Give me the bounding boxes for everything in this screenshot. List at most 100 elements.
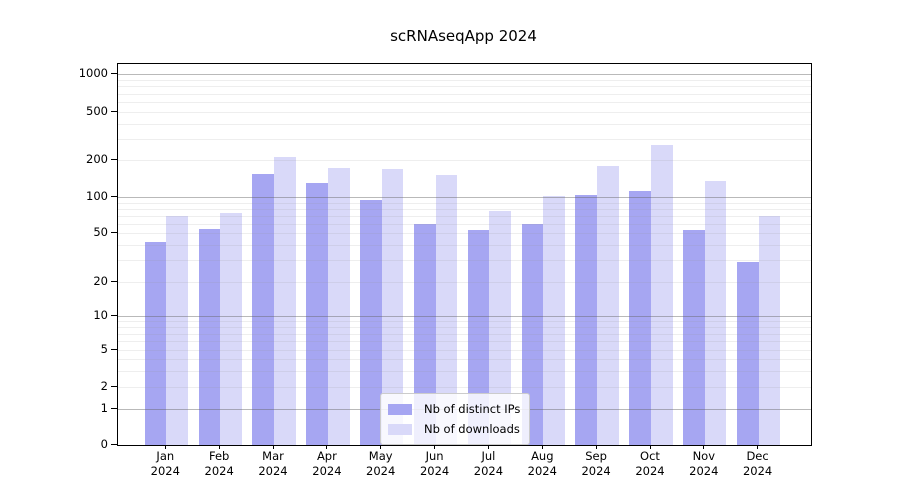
y-tick-20: [111, 281, 117, 282]
x-tick-label-jul: Jul 2024: [473, 449, 504, 478]
y-tick-2: [111, 386, 117, 387]
bar-downloads-jul: [489, 211, 512, 445]
y-tick-label-100: 100: [86, 189, 108, 203]
minor-gridline-30: [118, 260, 811, 262]
x-tick-may: [380, 445, 382, 449]
bar-distinct-ips-jun: [413, 223, 436, 445]
minor-gridline-600: [118, 102, 811, 103]
bar-downloads-nov: [704, 180, 727, 445]
minor-gridline-80: [118, 208, 811, 210]
minor-gridline-7: [118, 333, 811, 335]
bar-distinct-ips-jul: [467, 230, 490, 445]
y-tick-500: [111, 111, 117, 112]
x-tick-aug: [541, 445, 543, 449]
y-tick-label-5: 5: [100, 342, 108, 356]
x-tick-label-oct: Oct 2024: [635, 449, 665, 478]
bar-downloads-oct: [651, 144, 673, 445]
bar-downloads-mar: [274, 156, 296, 445]
x-tick-dec: [757, 445, 759, 449]
minor-gridline-70: [118, 215, 811, 217]
y-tick-label-1000: 1000: [78, 66, 108, 80]
minor-gridline-700: [118, 93, 811, 95]
minor-gridline-60: [118, 223, 811, 225]
bar-downloads-aug: [543, 195, 565, 445]
x-tick-apr: [326, 445, 328, 449]
x-tick-sep: [595, 445, 597, 449]
minor-gridline-200: [118, 160, 811, 161]
major-gridline-100: [118, 197, 811, 198]
bar-downloads-feb: [220, 213, 242, 445]
bar-distinct-ips-dec: [736, 262, 759, 445]
x-tick-jun: [434, 445, 436, 449]
x-tick-jan: [164, 445, 166, 449]
legend-swatch-distinct-ips: [388, 403, 412, 415]
legend: Nb of distinct IPs Nb of downloads: [380, 393, 531, 445]
bar-distinct-ips-jan: [144, 242, 167, 445]
y-tick-1: [111, 408, 117, 409]
x-tick-label-jun: Jun 2024: [419, 449, 450, 478]
x-tick-mar: [272, 445, 274, 449]
minor-gridline-20: [118, 282, 811, 283]
legend-item-distinct-ips: Nb of distinct IPs: [388, 399, 520, 419]
bar-downloads-dec: [758, 216, 781, 445]
bar-downloads-apr: [327, 167, 350, 445]
minor-gridline-40: [118, 244, 811, 246]
minor-gridline-50: [118, 233, 811, 234]
minor-gridline-300: [118, 138, 811, 140]
legend-label-downloads: Nb of downloads: [424, 422, 520, 436]
y-tick-100: [111, 196, 117, 197]
x-tick-label-mar: Mar 2024: [258, 449, 288, 478]
y-tick-10: [111, 315, 117, 316]
bar-distinct-ips-nov: [683, 230, 705, 445]
bar-distinct-ips-may: [360, 199, 382, 445]
x-tick-label-aug: Aug 2024: [527, 449, 557, 478]
minor-gridline-500: [118, 112, 811, 113]
y-tick-label-200: 200: [86, 152, 108, 166]
y-tick-label-0: 0: [100, 437, 108, 451]
minor-gridline-4: [118, 359, 811, 360]
x-tick-label-apr: Apr 2024: [312, 449, 342, 478]
minor-gridline-800: [118, 86, 811, 88]
bar-downloads-may: [381, 169, 404, 445]
x-tick-oct: [649, 445, 651, 449]
y-tick-0: [111, 444, 117, 445]
legend-swatch-downloads: [388, 423, 412, 435]
bar-downloads-jun: [435, 175, 458, 445]
minor-gridline-3: [118, 370, 811, 372]
legend-label-distinct-ips: Nb of distinct IPs: [424, 402, 521, 416]
y-tick-5: [111, 349, 117, 350]
y-tick-label-20: 20: [93, 274, 108, 288]
bar-distinct-ips-aug: [521, 223, 544, 445]
minor-gridline-900: [118, 79, 811, 81]
minor-gridline-5: [118, 350, 811, 351]
bar-downloads-sep: [597, 165, 619, 445]
x-tick-nov: [703, 445, 705, 449]
minor-gridline-90: [118, 202, 811, 204]
minor-gridline-8: [118, 326, 811, 328]
bar-distinct-ips-oct: [629, 191, 651, 445]
y-tick-label-10: 10: [93, 308, 108, 322]
x-tick-label-sep: Sep 2024: [581, 449, 611, 478]
plot-area: Nb of distinct IPs Nb of downloads: [117, 63, 812, 446]
bar-distinct-ips-sep: [575, 194, 598, 445]
y-tick-label-50: 50: [93, 225, 108, 239]
x-tick-label-may: May 2024: [366, 449, 396, 478]
bar-distinct-ips-feb: [198, 229, 221, 445]
minor-gridline-2: [118, 387, 811, 388]
minor-gridline-9: [118, 321, 811, 323]
bar-distinct-ips-apr: [306, 183, 328, 445]
y-tick-label-500: 500: [86, 104, 108, 118]
y-tick-200: [111, 159, 117, 160]
major-gridline-10: [118, 316, 811, 317]
bar-downloads-jan: [166, 215, 188, 445]
x-tick-feb: [218, 445, 220, 449]
x-tick-label-jan: Jan 2024: [150, 449, 180, 478]
bar-distinct-ips-mar: [252, 174, 274, 445]
x-tick-jul: [487, 445, 489, 449]
minor-gridline-6: [118, 341, 811, 343]
x-tick-label-dec: Dec 2024: [742, 449, 773, 478]
chart-title: scRNAseqApp 2024: [390, 27, 537, 45]
y-tick-1000: [111, 73, 117, 74]
y-tick-50: [111, 232, 117, 233]
